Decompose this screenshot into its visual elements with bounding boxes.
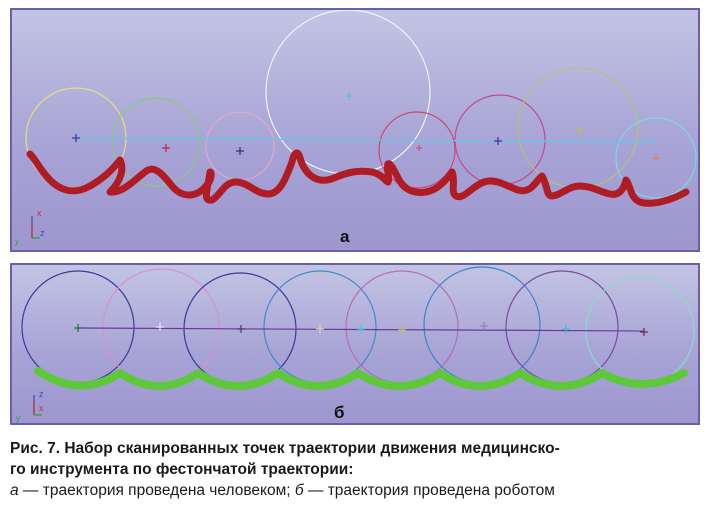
center-marker bbox=[357, 325, 365, 333]
svg-text:y: y bbox=[16, 414, 20, 423]
robot-path bbox=[34, 367, 688, 390]
center-marker bbox=[156, 323, 164, 331]
center-marker bbox=[562, 325, 570, 333]
scan-circle bbox=[111, 97, 201, 187]
panel-label-a: а bbox=[340, 227, 350, 246]
caption-letter-a: а bbox=[10, 482, 19, 499]
center-marker bbox=[480, 322, 488, 330]
scan-circle bbox=[378, 111, 456, 189]
center-marker bbox=[398, 326, 406, 334]
human-path bbox=[26, 149, 690, 207]
center-marker bbox=[652, 154, 660, 162]
svg-text:x: x bbox=[39, 403, 44, 413]
scan-circle bbox=[454, 94, 546, 186]
scan-circle bbox=[205, 111, 275, 181]
caption-text-a: — траектория проведена человеком; bbox=[18, 482, 295, 499]
center-marker bbox=[494, 137, 502, 145]
scan-circle bbox=[423, 266, 541, 384]
scan-circle bbox=[615, 117, 697, 199]
center-axis-line bbox=[75, 137, 657, 143]
center-marker bbox=[316, 325, 324, 333]
scan-circle bbox=[517, 67, 639, 189]
caption-text-b: — траектория проведена роботом bbox=[303, 482, 555, 499]
center-marker bbox=[236, 147, 244, 155]
panel-human-trajectory: x z y а bbox=[10, 8, 700, 252]
center-marker bbox=[72, 134, 80, 142]
center-marker bbox=[74, 324, 82, 332]
svg-text:z: z bbox=[39, 389, 44, 399]
caption-title-line2: го инструмента по фестончатой траектории… bbox=[10, 461, 354, 478]
center-marker bbox=[576, 127, 584, 135]
scan-circle bbox=[505, 270, 619, 384]
panel-label-b: б bbox=[334, 403, 345, 422]
figure-caption: Рис. 7. Набор сканированных точек траект… bbox=[10, 438, 710, 501]
human-trajectory-plot: x z y bbox=[15, 10, 697, 246]
center-marker bbox=[640, 328, 648, 336]
caption-title-line1: Рис. 7. Набор сканированных точек траект… bbox=[10, 440, 560, 457]
center-marker bbox=[237, 325, 245, 333]
axis-triad-icon: z x y bbox=[16, 389, 44, 423]
panel-robot-trajectory: z x y б bbox=[10, 263, 700, 425]
svg-text:x: x bbox=[37, 208, 42, 218]
svg-text:z: z bbox=[40, 228, 45, 238]
center-marker bbox=[345, 92, 353, 100]
svg-text:y: y bbox=[15, 237, 19, 246]
caption-legend-line: а — траектория проведена человеком; б — … bbox=[10, 480, 710, 501]
center-marker bbox=[416, 145, 422, 151]
axis-triad-icon: x z y bbox=[15, 208, 45, 246]
caption-letter-b: б bbox=[294, 482, 304, 499]
robot-trajectory-plot: z x y bbox=[16, 266, 695, 423]
scan-circle bbox=[265, 10, 431, 175]
center-marker bbox=[162, 144, 170, 152]
